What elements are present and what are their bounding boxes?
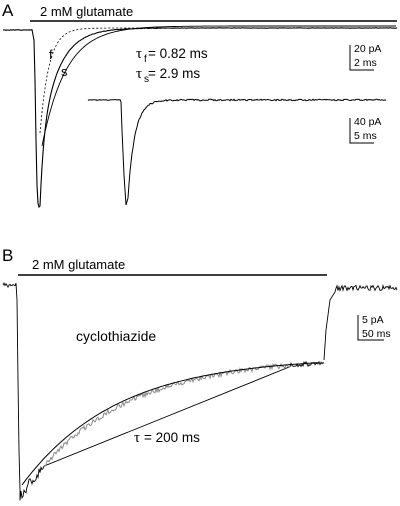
panel-a-scale-bar-inset: 40 pA 5 ms [349, 116, 381, 144]
panel-b-fit-curve [21, 362, 319, 486]
scale-bar-current-label: 40 pA [354, 116, 381, 128]
panel-b-letter: B [2, 246, 13, 265]
scale-bar-time-label: 2 ms [354, 57, 377, 69]
panel-a-tau-f-symbol: τ [136, 46, 142, 62]
panel-a-tau-s-value: = 2.9 ms [148, 66, 200, 81]
panel-a-tau-s-subscript: s [144, 74, 149, 85]
scale-bar-current-label: 20 pA [354, 43, 381, 55]
panel-b-noisy-trace [2, 282, 398, 501]
panel-a-slow-fit-label: s [61, 64, 68, 79]
panel-b-scale-bar: 5 pA 50 ms [357, 314, 391, 341]
panel-a: A 2 mM glutamate f s τ f = 0.82 ms τ s =… [2, 1, 398, 209]
panel-a-tau-f-value: = 0.82 ms [148, 46, 208, 61]
panel-a-slow-fit-curve [41, 25, 396, 147]
panel-a-condition-label: 2 mM glutamate [40, 4, 133, 19]
panel-b-tau-value: = 200 ms [144, 430, 200, 445]
panel-a-fast-fit-label: f [49, 47, 53, 62]
panel-b-condition-label: 2 mM glutamate [32, 257, 125, 272]
panel-b-gray-trace [44, 362, 291, 467]
panel-b-drug-label: cyclothiazide [76, 328, 156, 344]
panel-a-tau-f-subscript: f [144, 54, 147, 65]
scale-bar-time-label: 50 ms [362, 328, 391, 340]
panel-a-fast-fit-curve [39, 27, 397, 134]
scale-bar-lines [357, 315, 384, 341]
panel-b: B 2 mM glutamate cyclothiazide τ = 200 m… [2, 246, 398, 501]
scale-bar-current-label: 5 pA [362, 314, 384, 326]
panel-a-inset-trace [87, 98, 387, 206]
panel-a-tau-s-symbol: τ [136, 66, 142, 82]
panel-b-tau-symbol: τ [134, 430, 140, 446]
panel-a-scale-bar-main: 20 pA 2 ms [349, 43, 381, 71]
scale-bar-time-label: 5 ms [354, 130, 377, 142]
panel-a-letter: A [2, 1, 14, 20]
scale-bar-lines [349, 45, 374, 71]
scale-bar-lines [349, 118, 374, 144]
